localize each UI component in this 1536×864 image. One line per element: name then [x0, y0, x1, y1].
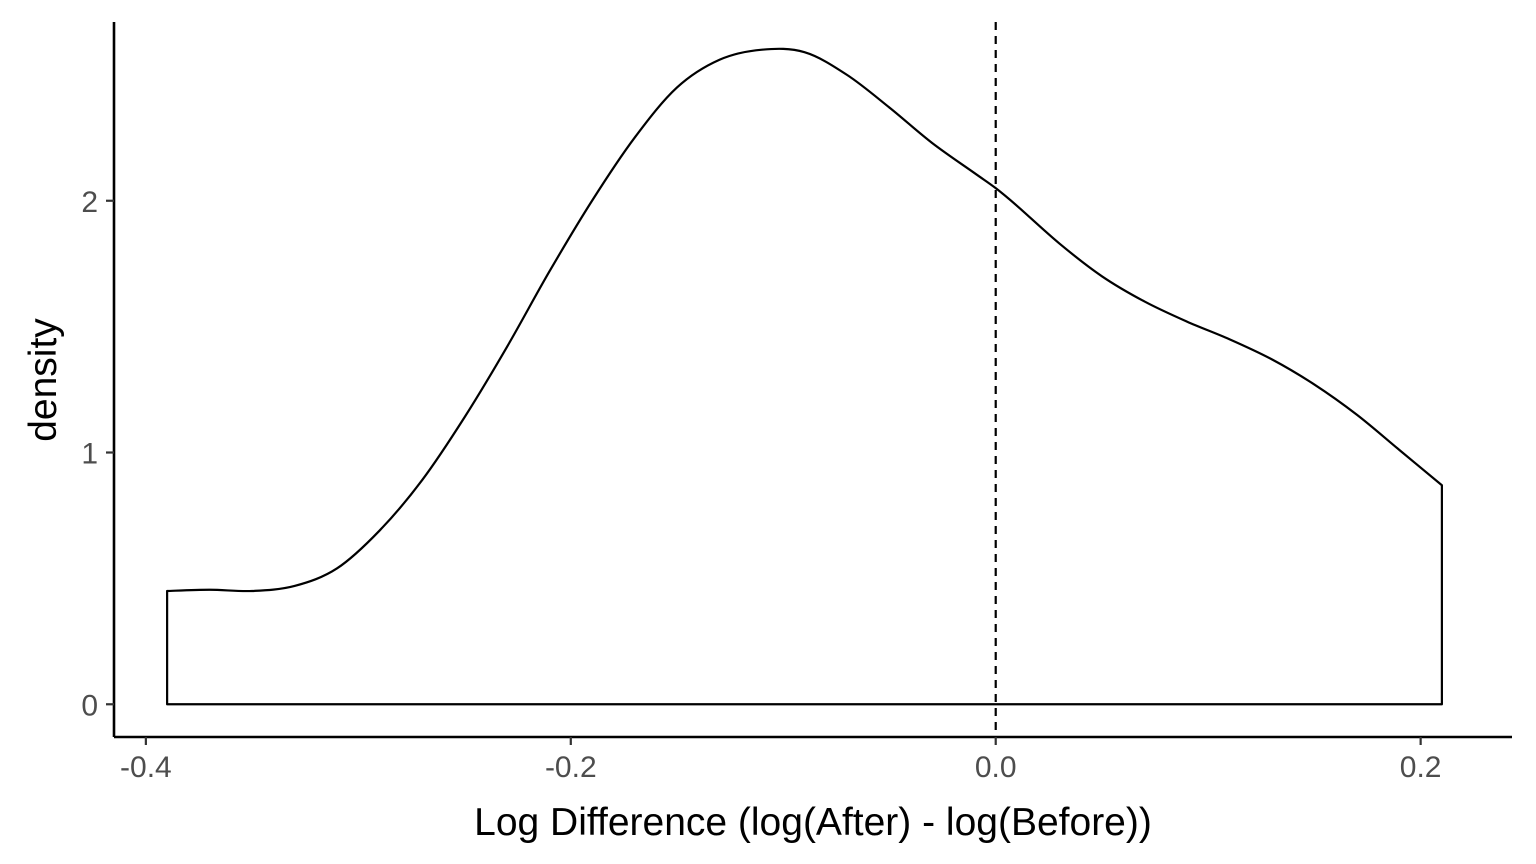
- plot-area: [166, 22, 1443, 737]
- x-tick-label: 0.2: [1400, 751, 1442, 784]
- x-tick-label: 0.0: [975, 751, 1017, 784]
- x-tick-label: -0.2: [545, 751, 597, 784]
- axes: -0.4 -0.2 0.0 0.2 0 1 2: [81, 22, 1512, 784]
- y-tick-label: 1: [81, 438, 98, 471]
- density-curve-0: [166, 47, 1443, 706]
- y-tick-label: 2: [81, 186, 98, 219]
- x-axis-title: Log Difference (log(After) - log(Before)…: [474, 801, 1152, 844]
- y-tick-label: 0: [81, 689, 98, 722]
- y-axis-title: density: [22, 318, 65, 442]
- x-tick-label: -0.4: [120, 751, 172, 784]
